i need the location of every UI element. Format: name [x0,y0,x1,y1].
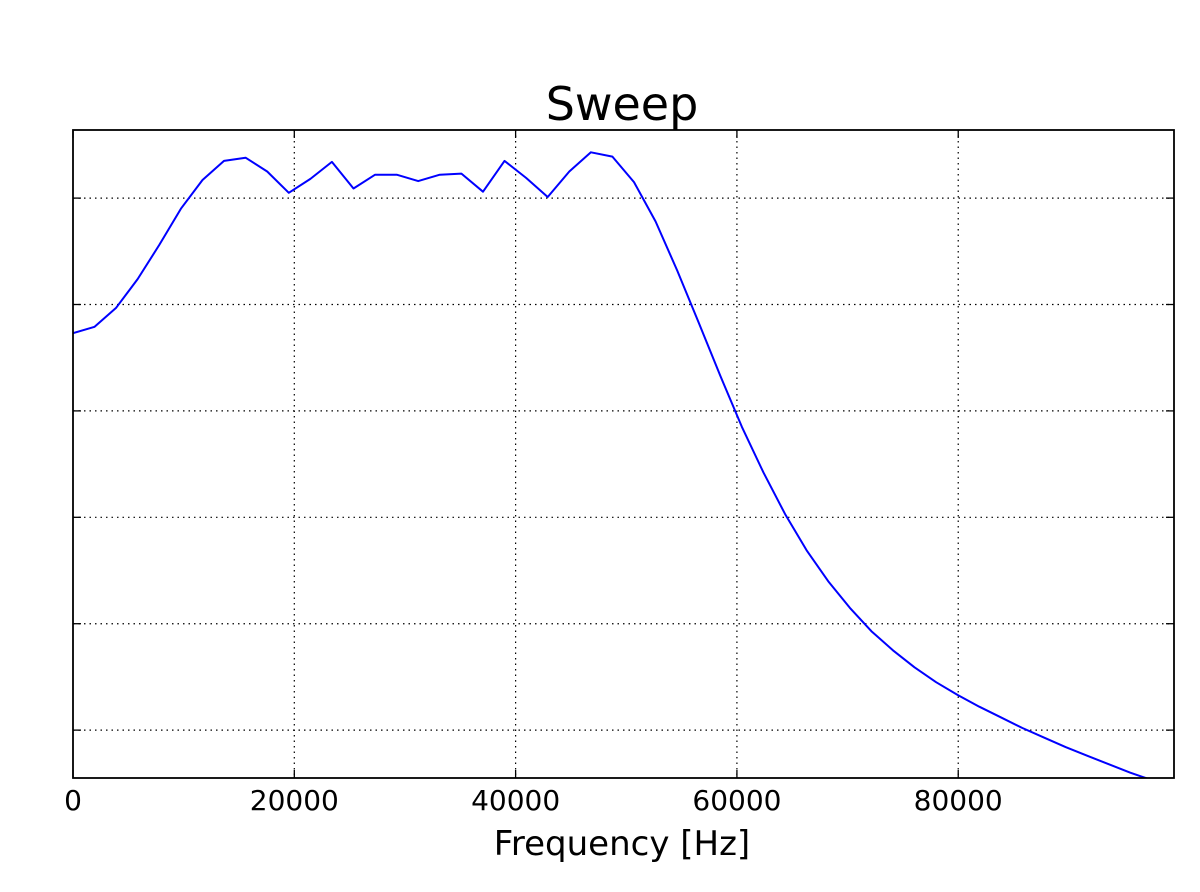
plot-area-frame [72,129,1175,779]
x-tick-label: 20000 [250,784,339,817]
x-axis-label: Frequency [Hz] [494,824,750,864]
x-tick-labels: 0 20000 40000 60000 80000 [64,784,1003,817]
series-layer [73,151,1149,778]
chart-title: Sweep [546,77,699,131]
x-tick-label: 40000 [471,784,560,817]
x-tick-label: 60000 [692,784,781,817]
grid-layer [73,130,1174,778]
x-tick-label: 80000 [914,784,1003,817]
series-line-sweep [73,151,1149,778]
x-tick-label: 0 [64,784,82,817]
